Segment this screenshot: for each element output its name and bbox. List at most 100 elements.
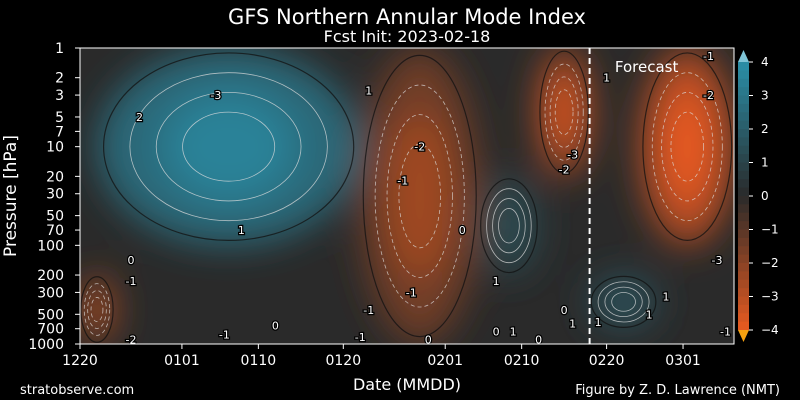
colorbar-tick-label-9: −4	[761, 323, 779, 337]
colorbar-tick-label-1: 4	[761, 55, 769, 69]
x-tick-label-7: 0220	[589, 353, 625, 369]
contour-label-16: 0	[459, 224, 466, 237]
contour-label-26: 1	[603, 72, 610, 85]
isoline-3-1	[362, 54, 477, 338]
isoline-2-4	[182, 111, 276, 182]
field-peak-2	[162, 92, 295, 201]
contour-label-10: -1	[363, 304, 374, 317]
isoline-7-3	[661, 92, 714, 202]
x-axis: 1220 0101 0110 0120 0201 0210 0220 0301	[62, 344, 701, 369]
colorbar-band-2	[738, 70, 749, 80]
isoline-2-2	[129, 72, 328, 222]
colorbar-tick-label-2: 3	[761, 89, 769, 103]
contour-label-3: 1	[238, 224, 245, 237]
isoline-5-4	[554, 89, 574, 136]
y-tick-label-2: 2	[55, 71, 64, 87]
colorbar-tick-label-7: −2	[761, 256, 779, 270]
colorbar: 4 3 2 1 0 −1 −2 −3 −4	[738, 50, 779, 342]
isoline-7-4	[670, 111, 705, 182]
y-tick-label-1: 1	[55, 41, 64, 57]
x-tick-label-5: 0201	[427, 353, 463, 369]
isoline-5-2	[544, 63, 584, 161]
x-axis-label: Date (MMDD)	[353, 375, 461, 394]
colorbar-band-22	[738, 237, 749, 247]
isoline-5-1	[539, 50, 589, 174]
y-tick-label-12: 200	[37, 268, 64, 284]
colorbar-band-28	[738, 288, 749, 297]
contour-label-28: 1	[663, 290, 670, 303]
contour-label-23: 0	[561, 304, 568, 317]
contour-label-19: 1	[510, 326, 517, 339]
contour-label-20: 0	[535, 333, 542, 346]
isoline-2-3	[155, 92, 302, 202]
colorbar-band-27	[738, 279, 749, 289]
field-region-6	[589, 275, 658, 329]
isoline-2-1	[102, 52, 355, 242]
colorbar-tick-label-8: −3	[761, 290, 779, 304]
colorbar-band-1	[738, 62, 749, 71]
colorbar-band-3	[738, 78, 749, 88]
colorbar-extend-top	[738, 50, 749, 62]
y-tick-label-4: 5	[55, 110, 64, 126]
isoline-1-3	[87, 290, 107, 329]
contour-label-29: -1	[703, 50, 714, 63]
colorbar-tick-label-3: 2	[761, 122, 769, 136]
contour-label-22: -3	[567, 148, 578, 161]
field-region-4	[479, 176, 539, 276]
contour-label-7: -1	[219, 328, 230, 341]
isoline-3-4	[398, 143, 441, 249]
contour-label-4: -1	[125, 275, 136, 288]
contour-label-32: -1	[720, 326, 731, 339]
colorbar-band-31	[738, 313, 749, 323]
contour-field	[80, 48, 734, 344]
isoline-7-1	[642, 52, 733, 242]
field-region-1	[80, 275, 114, 344]
isoline-3-2	[374, 84, 465, 308]
colorbar-band-19	[738, 212, 749, 222]
isoline-4-2	[486, 188, 532, 264]
contour-label-11: -1	[355, 331, 366, 344]
colorbar-band-17	[738, 196, 749, 205]
field-peak-5	[551, 76, 577, 148]
y-tick-label-13: 300	[37, 285, 64, 301]
colorbar-band-23	[738, 246, 749, 256]
forecast-label: Forecast	[615, 58, 679, 76]
colorbar-band-14	[738, 170, 749, 180]
contour-label-9: 1	[365, 85, 372, 98]
contour-label-25: 1	[595, 316, 602, 329]
colorbar-band-10	[738, 137, 749, 147]
colorbar-band-5	[738, 95, 749, 105]
contour-label-1: -3	[210, 89, 221, 102]
y-axis-label: Pressure [hPa]	[1, 135, 21, 257]
colorbar-band-6	[738, 103, 749, 113]
colorbar-band-8	[738, 120, 749, 130]
x-tick-label-8: 0301	[665, 353, 701, 369]
chart-title: GFS Northern Annular Mode Index	[228, 5, 586, 29]
y-tick-label-9: 50	[46, 209, 64, 225]
isoline-1-4	[90, 297, 104, 322]
contour-label-13: -1	[397, 174, 408, 187]
colorbar-tick-label-6: −1	[761, 223, 779, 237]
footer-source: stratobserve.com	[20, 383, 134, 398]
contour-label-5: 0	[127, 254, 134, 267]
y-tick-label-11: 100	[37, 238, 64, 254]
contour-label-6: -2	[125, 333, 136, 346]
isoline-3-3	[386, 114, 453, 278]
colorbar-band-20	[738, 221, 749, 230]
footer-credit: Figure by Z. D. Lawrence (NMT)	[575, 383, 780, 398]
isoline-4-1	[480, 178, 538, 274]
contour-label-27: 1	[646, 308, 653, 321]
colorbar-band-11	[738, 145, 749, 155]
x-tick-label-3: 0110	[241, 353, 277, 369]
contour-label-12: -2	[414, 141, 425, 154]
plot-frame	[79, 47, 735, 345]
isoline-6-1	[590, 275, 657, 328]
y-tick-label-3: 3	[55, 88, 64, 104]
isoline-4-4	[498, 208, 520, 244]
isoline-1-1	[80, 276, 114, 343]
field-peak-7	[663, 92, 711, 201]
